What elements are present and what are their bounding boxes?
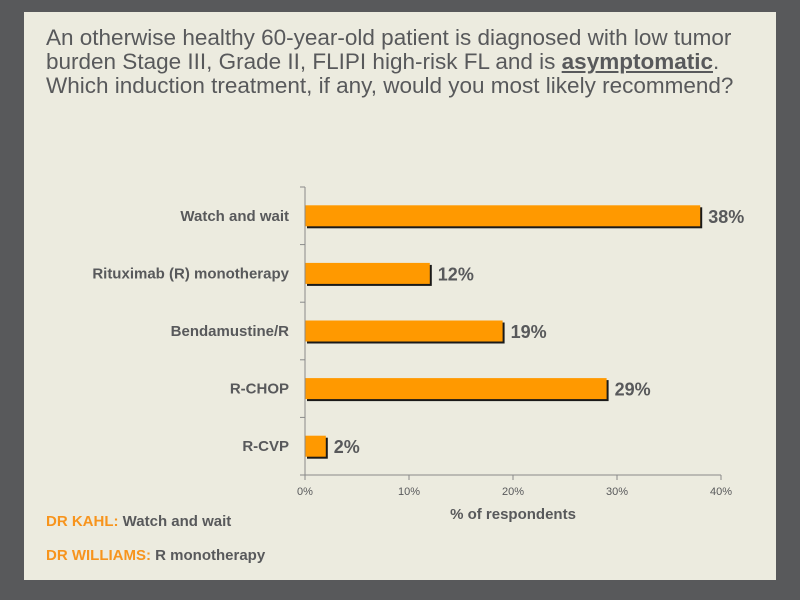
x-tick-label: 10% [398, 486, 420, 498]
bar [305, 435, 326, 457]
category-label: Bendamustine/R [171, 323, 290, 340]
x-tick-label: 40% [710, 486, 732, 498]
x-tick-label: 30% [606, 486, 628, 498]
question-text-start: An otherwise healthy 60-year-old patient… [46, 25, 732, 74]
bar [305, 378, 607, 400]
slide: An otherwise healthy 60-year-old patient… [24, 12, 776, 580]
x-axis-title: % of respondents [450, 506, 576, 523]
expert-name: DR KAHL: [46, 513, 119, 530]
data-label: 2% [334, 437, 360, 457]
category-label: R-CVP [242, 438, 289, 455]
category-label: Watch and wait [180, 208, 289, 225]
data-label: 19% [511, 322, 547, 342]
data-label: 29% [615, 380, 651, 400]
expert-line-kahl: DR KAHL: Watch and wait [46, 513, 231, 530]
expert-line-williams: DR WILLIAMS: R monotherapy [46, 547, 265, 564]
x-tick-label: 20% [502, 486, 524, 498]
expert-choice: R monotherapy [155, 547, 266, 564]
expert-name: DR WILLIAMS: [46, 547, 151, 564]
data-label: 12% [438, 264, 474, 284]
category-label: Rituximab (R) monotherapy [92, 265, 289, 282]
category-label: R-CHOP [230, 381, 289, 398]
data-label: 38% [708, 207, 744, 227]
bar [305, 205, 701, 227]
expert-choice: Watch and wait [122, 513, 232, 530]
bar [305, 320, 503, 342]
bar [305, 262, 430, 284]
bar-chart: Watch and wait 38% Rituximab (R) monothera… [92, 186, 744, 523]
x-tick-label: 0% [297, 486, 313, 498]
question-emphasis: asymptomatic [561, 49, 713, 74]
question-text-end: . Which induction treatment, if any, wou… [46, 49, 734, 98]
question-text: An otherwise healthy 60-year-old patient… [46, 26, 746, 98]
